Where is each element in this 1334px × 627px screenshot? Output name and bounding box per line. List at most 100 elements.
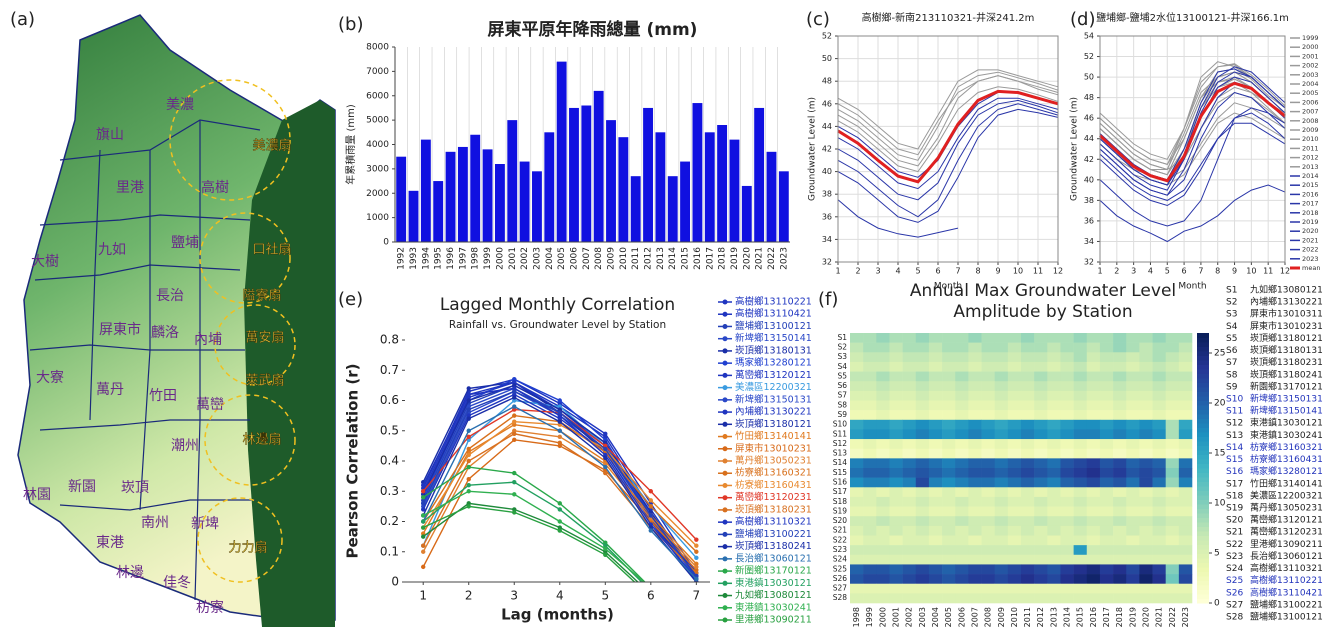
heatmap-cell — [1099, 468, 1114, 478]
series-point — [603, 540, 608, 545]
y-tick-label: 50 — [1084, 73, 1094, 82]
bar — [556, 61, 567, 242]
heatmap-cell — [863, 439, 877, 450]
station-name: 屏東市13010311 — [1250, 308, 1323, 320]
series-point — [466, 413, 471, 418]
heatmap-cell — [1099, 516, 1114, 527]
heatmap-cell — [876, 410, 890, 421]
heatmap-cell — [915, 439, 930, 450]
x-tick-label: 2017 — [705, 247, 715, 270]
heatmap-cell — [942, 400, 956, 411]
plot-area — [421, 377, 699, 582]
x-tick-label: 7 — [1198, 267, 1203, 276]
heatmap-cell — [994, 342, 1009, 353]
heatmap-cell — [1165, 506, 1180, 517]
town-label: 大寮 — [36, 369, 64, 386]
heatmap-cell — [850, 400, 864, 411]
heatmap-cell — [994, 419, 1009, 430]
heatmap-cell — [1047, 583, 1061, 594]
heatmap-cell — [928, 352, 943, 363]
colorbar-segment — [1197, 544, 1209, 550]
colorbar-segment — [1197, 486, 1209, 491]
heatmap-cell — [1034, 525, 1048, 536]
town-label: 屏東市 — [99, 321, 141, 338]
panel-label: (c) — [806, 9, 830, 30]
heatmap-cell — [1126, 342, 1140, 353]
heatmap-cell — [863, 506, 877, 517]
heatmap-cell — [915, 371, 930, 382]
heatmap-cell — [876, 496, 890, 507]
y-tick-label: 42 — [822, 145, 832, 154]
heatmap-cell — [1047, 506, 1061, 517]
x-tick-label: 2021 — [755, 247, 765, 270]
row-label: S28 — [833, 593, 848, 602]
town-label: 麟洛 — [151, 325, 179, 341]
colorbar-segment — [1197, 441, 1209, 446]
series-point — [603, 543, 608, 548]
colorbar-segment — [1197, 522, 1209, 527]
station-id: S6 — [1226, 346, 1238, 356]
legend-marker — [722, 409, 728, 415]
heatmap-cell — [1178, 593, 1193, 604]
heatmap-cell — [876, 458, 890, 469]
station-id: S11 — [1226, 407, 1243, 417]
heatmap-cell — [928, 506, 943, 517]
row-label: S14 — [833, 458, 848, 467]
station-name: 枋寮鄉13160321 — [1250, 441, 1323, 453]
legend-label: 鹽埔鄉13100221 — [735, 528, 812, 540]
heatmap-cell — [1126, 593, 1140, 604]
panel-label: (a) — [10, 9, 35, 30]
heatmap-cell — [942, 410, 956, 421]
heatmap-cell — [955, 410, 969, 421]
heatmap-cell — [955, 554, 969, 565]
heatmap-cell — [1152, 506, 1166, 517]
heatmap-cell — [850, 371, 864, 382]
heatmap-cell — [1113, 390, 1127, 401]
heatmap-cell — [850, 516, 864, 527]
heatmap-cell — [1060, 516, 1074, 527]
colorbar-segment — [1197, 477, 1209, 482]
heatmap-cell — [1165, 545, 1180, 556]
heatmap-cell — [1178, 554, 1193, 565]
station-name: 萬巒鄉13120121 — [1250, 514, 1323, 526]
x-tick-label: 2022 — [767, 247, 777, 270]
series-point — [603, 552, 608, 557]
legend-marker — [722, 519, 728, 525]
series-point — [466, 458, 471, 464]
heatmap-cell — [1113, 593, 1127, 604]
heatmap-cell — [1165, 439, 1180, 450]
series-point — [466, 392, 471, 397]
y-tick-label: 7000 — [366, 67, 389, 77]
x-tick-label: 1999 — [483, 247, 493, 270]
chart-title: 鹽埔鄉-鹽埔2水位13100121-井深166.1m — [1096, 11, 1289, 24]
column-label: 1999 — [865, 607, 874, 627]
heatmap-cell — [915, 487, 930, 498]
series-point — [421, 489, 426, 494]
legend-label: 2009 — [1302, 126, 1319, 134]
heatmap-cell — [1021, 458, 1035, 469]
heatmap-cell — [863, 468, 877, 478]
series-point — [648, 504, 654, 509]
legend-label: 2007 — [1302, 108, 1319, 116]
heatmap-cell — [1007, 429, 1022, 440]
colorbar-segment — [1197, 576, 1209, 581]
series-line — [837, 89, 1059, 184]
heatmap-cell — [876, 448, 890, 459]
heatmap-cell — [994, 593, 1009, 604]
heatmap-cell — [1047, 448, 1061, 459]
heatmap-cell — [1178, 516, 1193, 527]
heatmap-cell — [1073, 342, 1088, 353]
heatmap-cell — [1073, 361, 1088, 372]
bar — [778, 171, 789, 242]
heatmap-cell — [1007, 593, 1022, 604]
heatmap-cell — [1099, 429, 1114, 440]
heatmap-cell — [1007, 333, 1022, 343]
heatmap-cell — [1007, 390, 1022, 401]
heatmap-cell — [1086, 361, 1101, 372]
heatmap-cell — [1021, 381, 1035, 392]
heatmap-cell — [915, 390, 930, 401]
heatmap-cell — [981, 516, 995, 527]
heatmap-cell — [1073, 554, 1088, 565]
heatmap-cell — [1021, 545, 1035, 556]
heatmap-cell — [863, 516, 877, 527]
